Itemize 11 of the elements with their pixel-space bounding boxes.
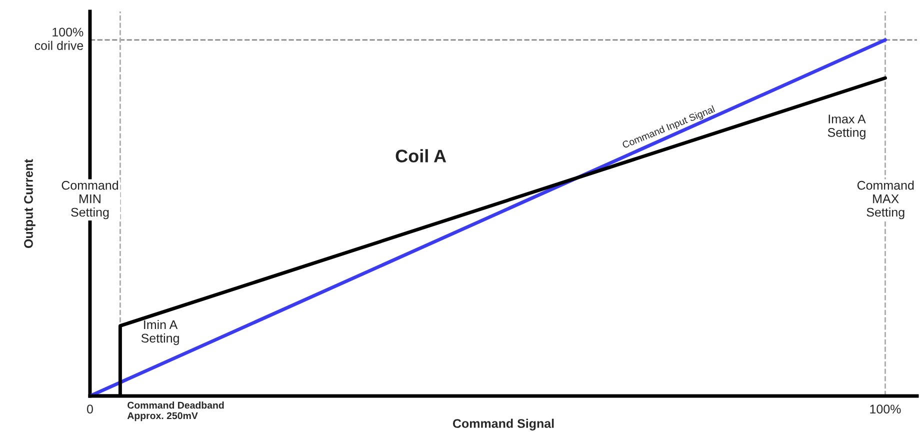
ref-line-label: 100% coil drive [34, 28, 84, 50]
annotation: Command MAX Setting [857, 180, 914, 220]
annotation: Command MIN Setting [62, 180, 118, 220]
x-axis-title: Command Signal [452, 418, 554, 430]
y-axis-title: Output Current [24, 159, 36, 248]
ref-line-label: Command Deadband Approx. 250mV [127, 402, 224, 422]
annotation: Imax A Setting [828, 114, 866, 140]
x-tick-label: 100% [870, 404, 901, 414]
annotation: Imin A Setting [141, 320, 179, 346]
x-tick-label: 0 [86, 404, 93, 414]
annotation: Coil A [396, 149, 446, 162]
